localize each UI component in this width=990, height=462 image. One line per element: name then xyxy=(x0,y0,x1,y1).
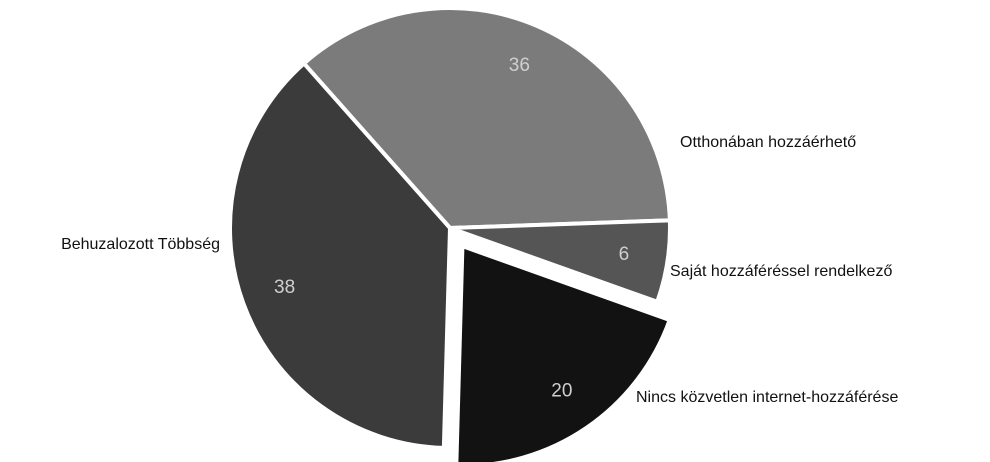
slice-category-label: Nincs közvetlen internet-hozzáférése xyxy=(636,389,898,406)
pie-slice xyxy=(449,218,672,305)
slice-value-label: 20 xyxy=(551,380,572,401)
slice-category-label: Saját hozzáféréssel rendelkező xyxy=(670,263,892,280)
slice-value-label: 6 xyxy=(619,244,630,265)
pie-slice xyxy=(454,243,673,462)
slice-category-label: Behuzalozott Többség xyxy=(61,236,220,253)
pie-slice xyxy=(301,6,672,231)
slice-value-label: 36 xyxy=(509,55,530,76)
slice-category-label: Otthonában hozzáérhető xyxy=(680,134,856,151)
slice-value-label: 38 xyxy=(274,277,295,298)
pie-slice xyxy=(228,60,453,450)
